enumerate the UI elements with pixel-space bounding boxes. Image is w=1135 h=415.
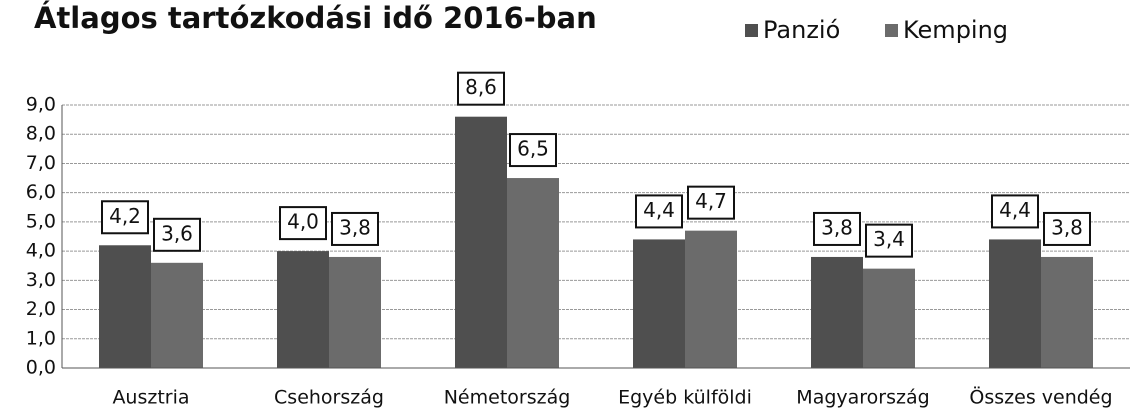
value-label-box [153, 217, 201, 252]
value-label-box [991, 194, 1039, 229]
y-tick-label: 6,0 [26, 181, 56, 203]
bar [863, 268, 915, 368]
value-label-box [865, 223, 913, 258]
bar [1041, 256, 1093, 368]
chart-title: Átlagos tartózkodási idő 2016-ban [34, 1, 597, 35]
value-label: 8,6 [465, 75, 497, 99]
x-tick-label: Csehország [274, 387, 384, 409]
y-tick-label: 5,0 [26, 210, 56, 232]
value-label-box [331, 211, 379, 246]
bar [685, 230, 737, 368]
legend-swatch [885, 24, 898, 37]
bar [329, 256, 381, 368]
value-label: 4,7 [695, 189, 727, 213]
legend-swatch [745, 24, 758, 37]
y-tick-label: 9,0 [26, 94, 56, 116]
legend-label: Panzió [763, 16, 840, 44]
bar [633, 239, 685, 368]
bar [99, 245, 151, 368]
value-label-box [457, 71, 505, 106]
y-tick-label: 2,0 [26, 298, 56, 320]
value-label: 4,4 [643, 198, 675, 222]
x-tick-label: Magyarország [796, 387, 929, 409]
bar [989, 239, 1041, 368]
y-tick-label: 1,0 [26, 327, 56, 349]
x-tick-label: Németország [444, 387, 571, 409]
value-label-box [101, 200, 149, 235]
value-label-box [279, 206, 327, 241]
y-tick-label: 3,0 [26, 269, 56, 291]
value-label: 4,4 [999, 198, 1031, 222]
y-tick-label: 8,0 [26, 123, 56, 145]
value-label: 3,8 [1051, 215, 1083, 239]
x-tick-label: Ausztria [112, 387, 189, 409]
legend-label: Kemping [903, 16, 1008, 44]
value-label-box [509, 133, 557, 168]
bar [507, 178, 559, 368]
value-label: 3,6 [161, 221, 193, 245]
value-label: 3,8 [821, 215, 853, 239]
bar [455, 116, 507, 368]
value-label-box [635, 194, 683, 229]
value-label: 3,4 [873, 227, 905, 251]
bar [277, 251, 329, 368]
value-label: 3,8 [339, 215, 371, 239]
value-label: 4,2 [109, 204, 141, 228]
y-tick-label: 4,0 [26, 240, 56, 262]
x-tick-label: Összes vendég [969, 386, 1112, 409]
x-tick-label: Egyéb külföldi [618, 387, 752, 409]
value-label: 4,0 [287, 210, 319, 234]
value-label-box [687, 185, 735, 220]
bar [811, 256, 863, 368]
value-label-box [813, 211, 861, 246]
y-tick-label: 0,0 [26, 357, 56, 379]
bar [151, 262, 203, 368]
value-label-box [1043, 211, 1091, 246]
y-tick-label: 7,0 [26, 152, 56, 174]
value-label: 6,5 [517, 137, 549, 161]
